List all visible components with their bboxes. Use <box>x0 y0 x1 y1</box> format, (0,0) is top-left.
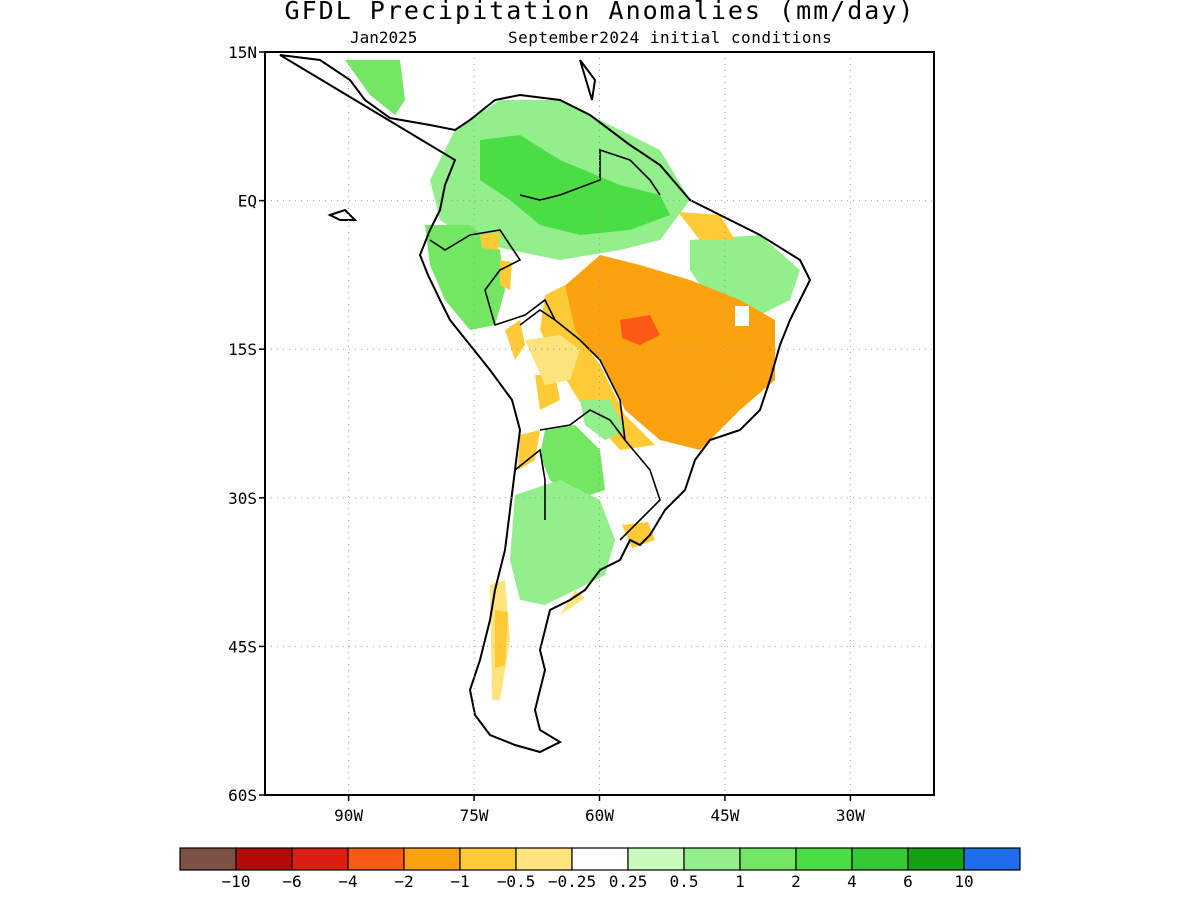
lat-tick-label: EQ <box>238 192 257 211</box>
colorbar-tick-label: 6 <box>903 872 913 891</box>
map-title: GFDL Precipitation Anomalies (mm/day) <box>284 0 916 25</box>
forecast-month: Jan2025 <box>350 28 418 47</box>
colorbar-swatch <box>739 847 797 871</box>
lon-tick-label: 45W <box>710 806 739 825</box>
initial-conditions-label: September2024 initial conditions <box>508 28 833 47</box>
lon-tick-label: 60W <box>585 806 614 825</box>
colorbar-swatch <box>683 847 741 871</box>
colorbar-tick-label: 4 <box>847 872 857 891</box>
bolivia-dry <box>525 335 580 385</box>
colorbar-tick-label: −0.5 <box>497 872 536 891</box>
longitude-axis: 90W 75W 60W 45W 30W <box>334 795 865 825</box>
colorbar-tick-label: −0.25 <box>548 872 596 891</box>
colorbar-swatch <box>627 847 685 871</box>
colorbar-tick-label: 0.5 <box>670 872 699 891</box>
andes-dry <box>480 232 560 470</box>
colorbar-tick-label: 2 <box>791 872 801 891</box>
central-brazil-dry <box>560 255 775 450</box>
amazon-north-wet <box>480 135 670 235</box>
lon-tick-label: 90W <box>334 806 363 825</box>
colorbar-tick-label: −4 <box>338 872 357 891</box>
colorbar-swatch <box>179 847 237 871</box>
colorbar-swatch <box>963 847 1021 871</box>
latitude-axis: 15N EQ 15S 30S 45S 60S <box>228 43 265 805</box>
colorbar-swatch <box>459 847 517 871</box>
colorbar-labels: −10 −6 −4 −2 −1 −0.5 −0.25 0.25 0.5 1 2 4 6 10 <box>222 872 974 891</box>
country-borders <box>429 148 661 541</box>
colorbar-swatch <box>291 847 349 871</box>
colorbar-swatch <box>235 847 293 871</box>
anomaly-field <box>345 60 800 700</box>
colorbar-swatch <box>515 847 573 871</box>
lat-tick-label: 60S <box>228 786 257 805</box>
lat-tick-label: 15S <box>228 340 257 359</box>
colorbar <box>179 847 1021 871</box>
patagonia-dry <box>490 580 585 700</box>
central-brazil-core-dry <box>620 315 660 345</box>
colorbar-tick-label: 1 <box>735 872 745 891</box>
colorbar-swatch <box>907 847 965 871</box>
colorbar-swatch <box>795 847 853 871</box>
lon-tick-label: 75W <box>460 806 489 825</box>
coastline <box>279 54 812 754</box>
lat-tick-label: 45S <box>228 637 257 656</box>
colorbar-tick-label: −6 <box>282 872 301 891</box>
colorbar-swatch <box>403 847 461 871</box>
colorbar-tick-label: −1 <box>450 872 469 891</box>
colorbar-tick-label: −2 <box>394 872 413 891</box>
colorbar-swatch <box>347 847 405 871</box>
colorbar-swatch <box>571 847 629 871</box>
colorbar-tick-label: 0.25 <box>609 872 648 891</box>
colorbar-tick-label: −10 <box>222 872 251 891</box>
colorbar-swatch <box>851 847 909 871</box>
argentina-wet <box>510 480 615 605</box>
lon-tick-label: 30W <box>836 806 865 825</box>
lat-tick-label: 30S <box>228 489 257 508</box>
western-amazon-wet <box>425 225 505 330</box>
lat-tick-label: 15N <box>228 43 257 62</box>
central-america-wet <box>345 60 405 115</box>
colorbar-tick-label: 10 <box>954 872 973 891</box>
northeast-tip-dry <box>678 212 735 240</box>
